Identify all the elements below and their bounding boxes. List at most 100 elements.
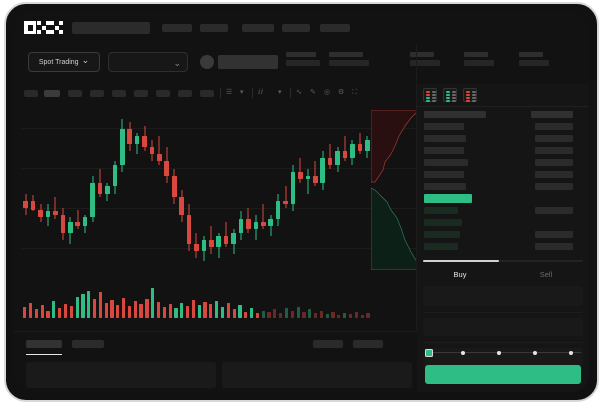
stat-label — [286, 52, 316, 57]
volume-bar — [174, 308, 178, 318]
slider-stop-25[interactable] — [461, 350, 465, 355]
interval-button-2[interactable] — [44, 90, 60, 97]
interval-button-7[interactable] — [156, 90, 170, 97]
candle-body — [38, 209, 43, 217]
candle — [342, 110, 348, 270]
slider-stop-75[interactable] — [533, 350, 537, 355]
settings-icon[interactable]: ⚙ — [338, 89, 345, 96]
search-input[interactable] — [72, 22, 150, 34]
chevron-down-icon[interactable]: ▾ — [240, 89, 244, 96]
indicators-icon[interactable]: ⅈⅈ — [258, 89, 263, 96]
candle-wick — [299, 157, 301, 183]
camera-icon[interactable]: ◎ — [324, 89, 331, 96]
slider-stop-50[interactable] — [497, 350, 501, 355]
tab-sell[interactable]: Sell — [539, 270, 553, 279]
chevron-down-icon: ⌄ — [81, 54, 90, 65]
market-type-select[interactable]: Spot Trading ⌄ — [28, 52, 100, 72]
tab-buy[interactable]: Buy — [453, 270, 467, 279]
bottom-card-2[interactable] — [222, 362, 412, 388]
orderbook-bid-row[interactable] — [424, 219, 462, 226]
candle-body — [127, 129, 132, 144]
orderbook-asks-icon[interactable] — [463, 88, 477, 102]
trading-pair-select[interactable]: ⌄ — [108, 52, 188, 72]
orderbook-ask-row[interactable] — [424, 147, 464, 154]
fullscreen-icon[interactable]: ⛶ — [352, 89, 357, 96]
stat-block-2 — [329, 52, 369, 66]
price-field[interactable] — [423, 318, 583, 336]
volume-bar — [104, 303, 108, 318]
depth-chart-overlay — [371, 110, 417, 270]
volume-bar — [52, 300, 56, 318]
pencil-icon[interactable]: ✎ — [310, 89, 316, 96]
orderbook-ask-row[interactable] — [424, 135, 466, 142]
volume-bar — [360, 314, 364, 318]
orderbook-ask-row[interactable] — [424, 183, 466, 190]
candle-wick — [262, 204, 264, 230]
interval-button-5[interactable] — [112, 90, 126, 97]
orderbook-bids-icon[interactable] — [443, 88, 457, 102]
volume-bar — [302, 311, 306, 318]
volume-bar — [151, 288, 155, 318]
volume-bar — [337, 314, 341, 318]
orderbook-bid-row[interactable] — [424, 243, 458, 250]
orderbook-ask-row[interactable] — [424, 123, 464, 130]
interval-button-3[interactable] — [68, 90, 82, 97]
orderbook-ask-row[interactable] — [424, 159, 468, 166]
bottom-tab-2[interactable] — [72, 340, 104, 348]
volume-bar — [69, 306, 73, 318]
candle — [119, 110, 125, 270]
submit-buy-button[interactable] — [425, 365, 581, 384]
orderbook-bid-row[interactable] — [424, 207, 458, 214]
nav-item-1[interactable] — [162, 24, 192, 32]
chevron-down-icon[interactable]: ▾ — [278, 89, 282, 96]
okx-logo[interactable] — [24, 21, 63, 34]
slider-stop-100[interactable] — [569, 350, 573, 355]
interval-button-4[interactable] — [90, 90, 104, 97]
volume-bar — [28, 303, 33, 318]
nav-item-5[interactable] — [320, 24, 350, 32]
bottom-tab-1[interactable] — [26, 340, 62, 348]
volume-bar — [343, 312, 347, 318]
market-subheader: Spot Trading ⌄ ⌄ — [14, 44, 589, 84]
volume-bar — [244, 311, 248, 318]
volume-bar — [238, 305, 242, 318]
interval-button-6[interactable] — [134, 90, 148, 97]
candle — [209, 110, 214, 270]
candle — [157, 110, 162, 270]
price-chart-panel[interactable] — [14, 102, 417, 332]
candle — [261, 110, 266, 270]
interval-button-9[interactable] — [200, 90, 214, 97]
bottom-action-2[interactable] — [353, 340, 383, 348]
candle-wick — [158, 136, 160, 165]
orderbook-ask-row[interactable] — [424, 171, 464, 178]
orderbook-both-icon[interactable] — [423, 88, 437, 102]
stat-value — [519, 60, 549, 66]
nav-item-2[interactable] — [200, 24, 228, 32]
orderbook-size-cell — [535, 231, 573, 238]
candle — [60, 110, 66, 270]
candlestick-icon[interactable]: ☰ — [226, 89, 233, 96]
candle — [127, 110, 132, 270]
volume-bar — [92, 298, 97, 318]
candle-wick — [359, 132, 361, 155]
nav-item-4[interactable] — [282, 24, 310, 32]
bottom-card-1[interactable] — [26, 362, 216, 388]
nav-item-3[interactable] — [242, 24, 274, 32]
bottom-action-1[interactable] — [313, 340, 343, 348]
candle — [253, 110, 259, 270]
line-chart-icon[interactable]: ∿ — [296, 89, 302, 96]
orderbook-list[interactable] — [417, 107, 589, 257]
amount-slider[interactable] — [425, 348, 581, 358]
interval-button-1[interactable] — [24, 90, 38, 97]
orderbook-scrollbar-track — [423, 260, 583, 262]
slider-handle[interactable] — [425, 349, 433, 357]
interval-button-8[interactable] — [178, 90, 192, 97]
candle — [201, 110, 207, 270]
orderbook-bid-row[interactable] — [424, 231, 460, 238]
candle — [290, 110, 296, 270]
orderbook-scrollbar-thumb[interactable] — [423, 260, 499, 262]
orderbook-current-price-row[interactable] — [424, 194, 472, 203]
panel-divider-vertical — [416, 44, 417, 392]
candle-wick — [77, 209, 79, 230]
order-type-field[interactable] — [423, 286, 583, 306]
